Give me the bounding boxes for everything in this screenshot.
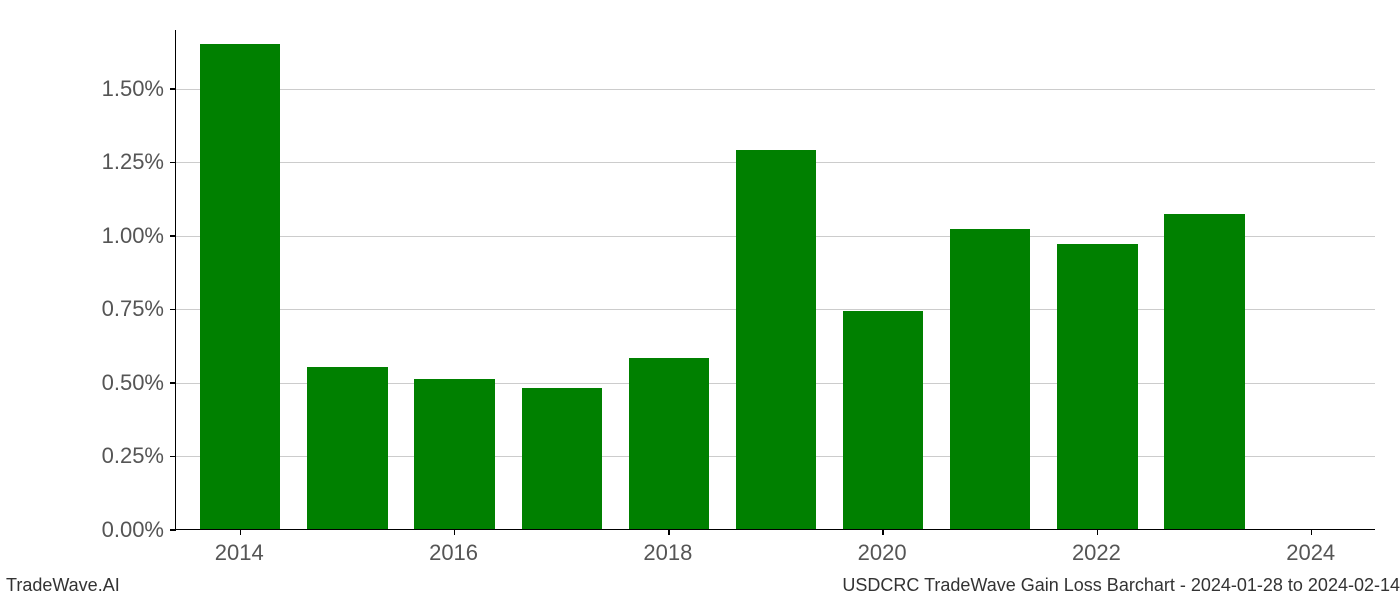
footer-right-text: USDCRC TradeWave Gain Loss Barchart - 20… <box>842 575 1400 596</box>
bar <box>950 229 1030 529</box>
xtick-label: 2022 <box>1072 540 1121 566</box>
xtick-label: 2016 <box>429 540 478 566</box>
bar <box>414 379 494 529</box>
ytick-mark <box>170 529 176 531</box>
xtick-mark <box>454 529 456 535</box>
ytick-mark <box>170 162 176 164</box>
ytick-mark <box>170 309 176 311</box>
xtick-mark <box>240 529 242 535</box>
ytick-label: 0.00% <box>44 517 164 543</box>
ytick-label: 0.75% <box>44 296 164 322</box>
xtick-mark <box>1097 529 1099 535</box>
xtick-label: 2024 <box>1286 540 1335 566</box>
barchart-container: TradeWave.AI USDCRC TradeWave Gain Loss … <box>0 0 1400 600</box>
ytick-label: 1.25% <box>44 149 164 175</box>
bar <box>1057 244 1137 529</box>
bar <box>1164 214 1244 529</box>
bar <box>307 367 387 529</box>
ytick-label: 0.25% <box>44 443 164 469</box>
ytick-label: 0.50% <box>44 370 164 396</box>
footer-left-text: TradeWave.AI <box>6 575 120 596</box>
xtick-label: 2018 <box>643 540 692 566</box>
bar <box>522 388 602 529</box>
bar <box>736 150 816 529</box>
bar <box>200 44 280 529</box>
xtick-label: 2020 <box>858 540 907 566</box>
gridline <box>176 89 1375 90</box>
ytick-label: 1.50% <box>44 76 164 102</box>
xtick-mark <box>668 529 670 535</box>
ytick-label: 1.00% <box>44 223 164 249</box>
bar <box>843 311 923 529</box>
xtick-mark <box>1311 529 1313 535</box>
xtick-label: 2014 <box>215 540 264 566</box>
plot-area <box>175 30 1375 530</box>
ytick-mark <box>170 382 176 384</box>
bar <box>629 358 709 529</box>
xtick-mark <box>882 529 884 535</box>
ytick-mark <box>170 88 176 90</box>
ytick-mark <box>170 235 176 237</box>
ytick-mark <box>170 456 176 458</box>
